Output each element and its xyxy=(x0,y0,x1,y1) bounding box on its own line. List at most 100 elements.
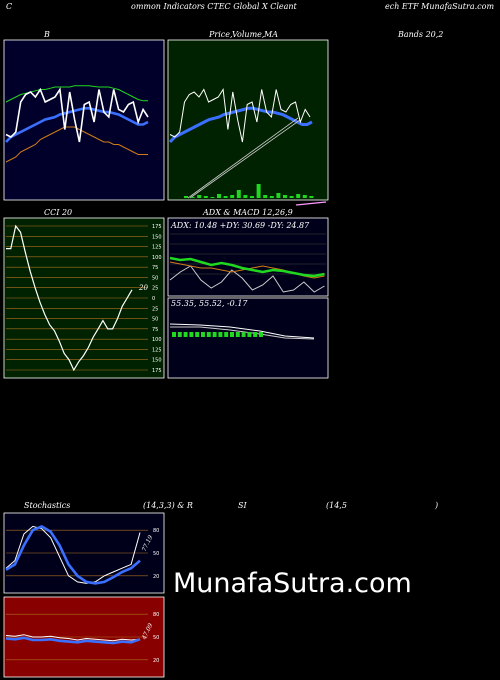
volume-bar xyxy=(283,195,287,198)
bands-title: B xyxy=(44,30,50,39)
volume-bar xyxy=(184,196,188,198)
watermark: MunafaSutra.com xyxy=(173,568,412,599)
header-left: C xyxy=(6,2,13,11)
macd-histogram-bar xyxy=(235,332,240,337)
rsi-title: SI xyxy=(238,501,247,510)
volume-bar xyxy=(296,194,301,198)
volume-bar xyxy=(223,196,228,198)
rsi-params: (14,5 xyxy=(326,501,347,510)
macd-histogram-bar xyxy=(172,332,176,337)
cci-tick-label: 25 xyxy=(152,286,158,292)
rsi-series: 80 50 20 xyxy=(5,612,159,664)
cci-tick-label: 50 xyxy=(152,317,158,323)
ma-title: MA xyxy=(264,30,278,39)
macd-histogram-bar xyxy=(177,332,182,337)
stoch-tick-label: 50 xyxy=(153,551,159,557)
volume-bar xyxy=(197,195,202,198)
volume-bar xyxy=(263,195,268,198)
macd-histogram-bar xyxy=(195,332,200,337)
long-ma-line-2 xyxy=(189,119,301,199)
volume-bar xyxy=(276,193,281,198)
cci-tick-label: 50 xyxy=(152,275,158,281)
volume-bar xyxy=(309,196,314,198)
plus-di-line xyxy=(169,256,325,278)
cci-tick-label: 100 xyxy=(152,255,162,261)
macd-histogram-bar xyxy=(183,332,188,337)
macd-histogram-bar xyxy=(189,332,194,337)
adx-readout: ADX: 10.48 +DY: 30.69 -DY: 24.87 xyxy=(171,221,310,230)
stoch-tick-label: 80 xyxy=(153,528,159,534)
volume-bar xyxy=(250,196,254,198)
price-series xyxy=(168,88,327,206)
bands-price-line xyxy=(5,87,149,143)
bands-series xyxy=(5,85,149,163)
stoch-line xyxy=(5,525,141,584)
ma-line xyxy=(168,106,313,144)
volume-bar xyxy=(289,196,294,198)
rsi-line xyxy=(5,636,141,645)
macd-histogram-bar xyxy=(218,332,223,337)
long-ma-line xyxy=(187,117,299,199)
volume-bar xyxy=(243,195,248,198)
bands-params: Bands 20,2 xyxy=(398,30,444,39)
rsi-tick-label: 50 xyxy=(153,635,159,641)
cci-tick-label: 150 xyxy=(152,234,162,240)
adx-line xyxy=(169,265,325,293)
volume-bar xyxy=(210,197,215,198)
adx-panel xyxy=(167,217,329,297)
cci-series: 175 150 125 100 75 50 25 0 25 50 75 100 125 150 175 xyxy=(6,224,162,374)
cci-value-label: 20 xyxy=(139,284,148,292)
volume-bar xyxy=(256,184,261,198)
volume-bar xyxy=(302,195,307,198)
rsi-tick-label: 80 xyxy=(153,612,159,618)
price-title: Price, xyxy=(209,30,233,39)
stoch-line xyxy=(5,524,141,585)
macd-histogram-bar xyxy=(230,332,234,337)
header-title: ommon Indicators CTEC Global X Cleant xyxy=(131,2,297,11)
cci-tick-label: 175 xyxy=(152,224,162,230)
cci-tick-label: 125 xyxy=(152,245,162,251)
macd-line xyxy=(169,323,315,339)
macd-histogram-bar xyxy=(259,332,263,337)
stoch-params: (14,3,3) & R xyxy=(143,501,193,510)
volume-bar xyxy=(190,197,195,198)
macd-series xyxy=(169,323,315,340)
volume-bar xyxy=(269,196,274,198)
price-panel xyxy=(167,39,329,201)
cci-tick-label: 150 xyxy=(152,358,162,364)
volume-bar xyxy=(230,195,235,198)
macd-readout: 55.35, 55.52, -0.17 xyxy=(171,299,248,308)
adx-series xyxy=(169,233,326,293)
macd-histogram-bar xyxy=(212,332,217,337)
cci-tick-label: 125 xyxy=(152,347,162,353)
adx-macd-title: ADX & MACD 12,26,9 xyxy=(203,208,293,217)
macd-histogram-bar xyxy=(253,332,258,337)
cci-tick-label: 100 xyxy=(152,337,162,343)
volume-title: Volume, xyxy=(232,30,265,39)
price-line xyxy=(169,88,311,143)
cci-tick-label: 0 xyxy=(152,296,155,302)
rsi-tick-label: 20 xyxy=(153,658,159,664)
stoch-tick-label: 20 xyxy=(153,574,159,580)
volume-bar xyxy=(217,194,221,198)
macd-histogram-bar xyxy=(224,332,229,337)
stoch-title: Stochastics xyxy=(24,501,71,510)
volume-bar xyxy=(203,196,208,198)
macd-histogram-bar xyxy=(247,332,252,337)
volume-bar xyxy=(236,190,241,198)
cci-tick-label: 75 xyxy=(152,265,158,271)
macd-panel xyxy=(167,297,329,379)
cci-title: CCI 20 xyxy=(44,208,73,217)
macd-histogram-bar xyxy=(241,332,246,337)
macd-histogram-bar xyxy=(201,332,205,337)
macd-trend-line xyxy=(295,201,327,206)
cci-line xyxy=(6,224,133,372)
bands-middle-line xyxy=(5,107,149,143)
macd-histogram-bar xyxy=(206,332,211,337)
bands-panel xyxy=(3,39,165,201)
rsi-line xyxy=(5,634,141,642)
cci-tick-label: 75 xyxy=(152,327,158,333)
rsi-params-end: ) xyxy=(435,501,439,510)
header-right: ech ETF MunafaSutra.com xyxy=(385,2,495,11)
